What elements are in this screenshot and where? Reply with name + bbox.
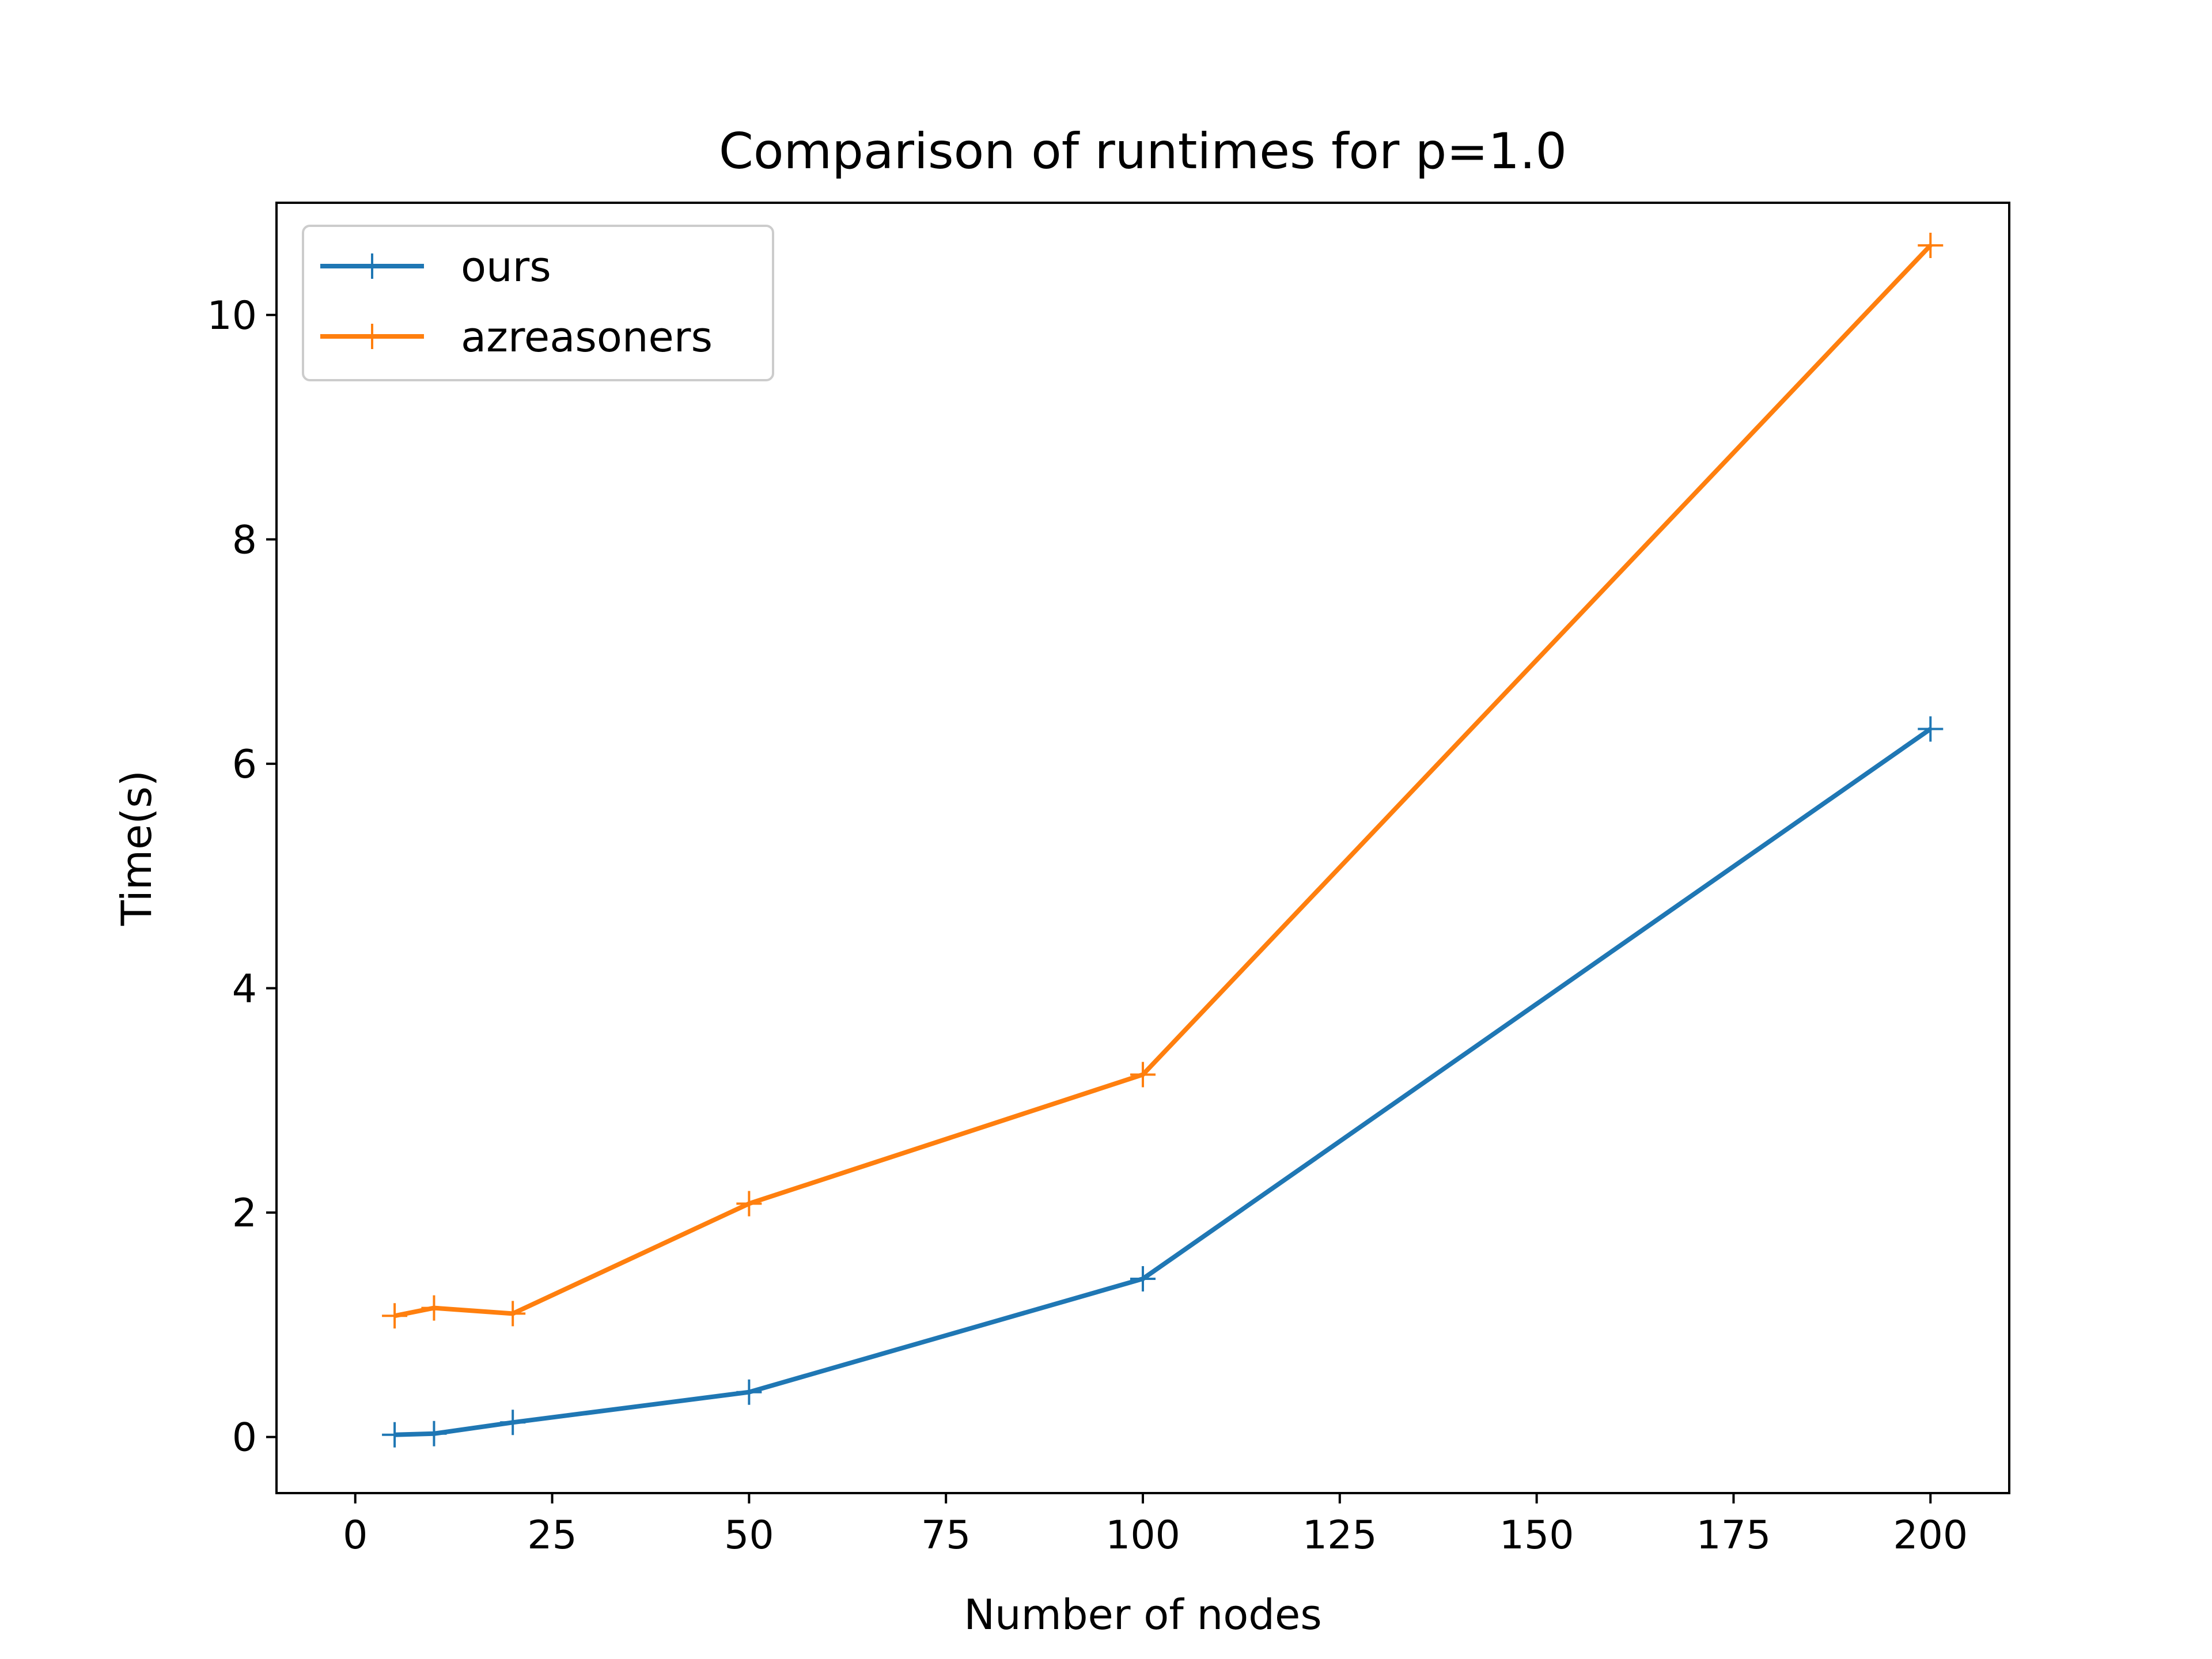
data-point-azreasoners bbox=[421, 1295, 447, 1321]
y-tick-label: 6 bbox=[232, 742, 257, 787]
x-tick-label: 200 bbox=[1893, 1513, 1968, 1558]
x-tick-label: 150 bbox=[1499, 1513, 1574, 1558]
y-tick-label: 2 bbox=[232, 1191, 257, 1236]
data-point-ours bbox=[1918, 716, 1944, 742]
x-tick-label: 175 bbox=[1696, 1513, 1771, 1558]
x-axis-label: Number of nodes bbox=[964, 1590, 1322, 1639]
y-tick-label: 10 bbox=[207, 293, 257, 339]
legend: ours azreasoners bbox=[302, 225, 774, 381]
data-point-ours bbox=[1130, 1266, 1156, 1291]
legend-marker-ours bbox=[359, 253, 385, 279]
x-tick-label: 125 bbox=[1302, 1513, 1377, 1558]
chart-title: Comparison of runtimes for p=1.0 bbox=[719, 123, 1567, 180]
legend-marker-azreasoners bbox=[359, 324, 385, 349]
x-axis-ticks: 0 25 50 75 100 125 150 175 200 bbox=[343, 1493, 1968, 1558]
series-layer bbox=[382, 233, 1944, 1448]
y-axis-ticks: 0 2 4 6 8 10 bbox=[207, 293, 276, 1461]
y-tick-label: 8 bbox=[232, 517, 257, 563]
data-point-azreasoners bbox=[500, 1301, 526, 1327]
data-point-azreasoners bbox=[1918, 233, 1944, 259]
x-tick-label: 25 bbox=[527, 1513, 577, 1558]
legend-label-azreasoners: azreasoners bbox=[461, 313, 713, 361]
x-tick-label: 50 bbox=[724, 1513, 774, 1558]
data-point-ours bbox=[736, 1379, 762, 1405]
series-line-azreasoners bbox=[394, 244, 1933, 1319]
x-tick-label: 100 bbox=[1105, 1513, 1180, 1558]
data-point-ours bbox=[382, 1422, 408, 1448]
y-axis-label: Time(s) bbox=[112, 770, 161, 926]
y-tick-label: 0 bbox=[232, 1415, 257, 1461]
data-point-azreasoners bbox=[382, 1303, 408, 1329]
x-tick-label: 75 bbox=[921, 1513, 971, 1558]
data-point-azreasoners bbox=[736, 1191, 762, 1217]
data-point-ours bbox=[500, 1410, 526, 1435]
data-point-ours bbox=[421, 1421, 447, 1446]
series-azreasoners bbox=[382, 233, 1944, 1329]
y-tick-label: 4 bbox=[232, 966, 257, 1012]
legend-entries: ours azreasoners bbox=[320, 243, 713, 361]
legend-label-ours: ours bbox=[461, 243, 551, 291]
series-ours bbox=[382, 716, 1944, 1448]
x-tick-label: 0 bbox=[343, 1513, 368, 1558]
data-point-azreasoners bbox=[1130, 1062, 1156, 1088]
